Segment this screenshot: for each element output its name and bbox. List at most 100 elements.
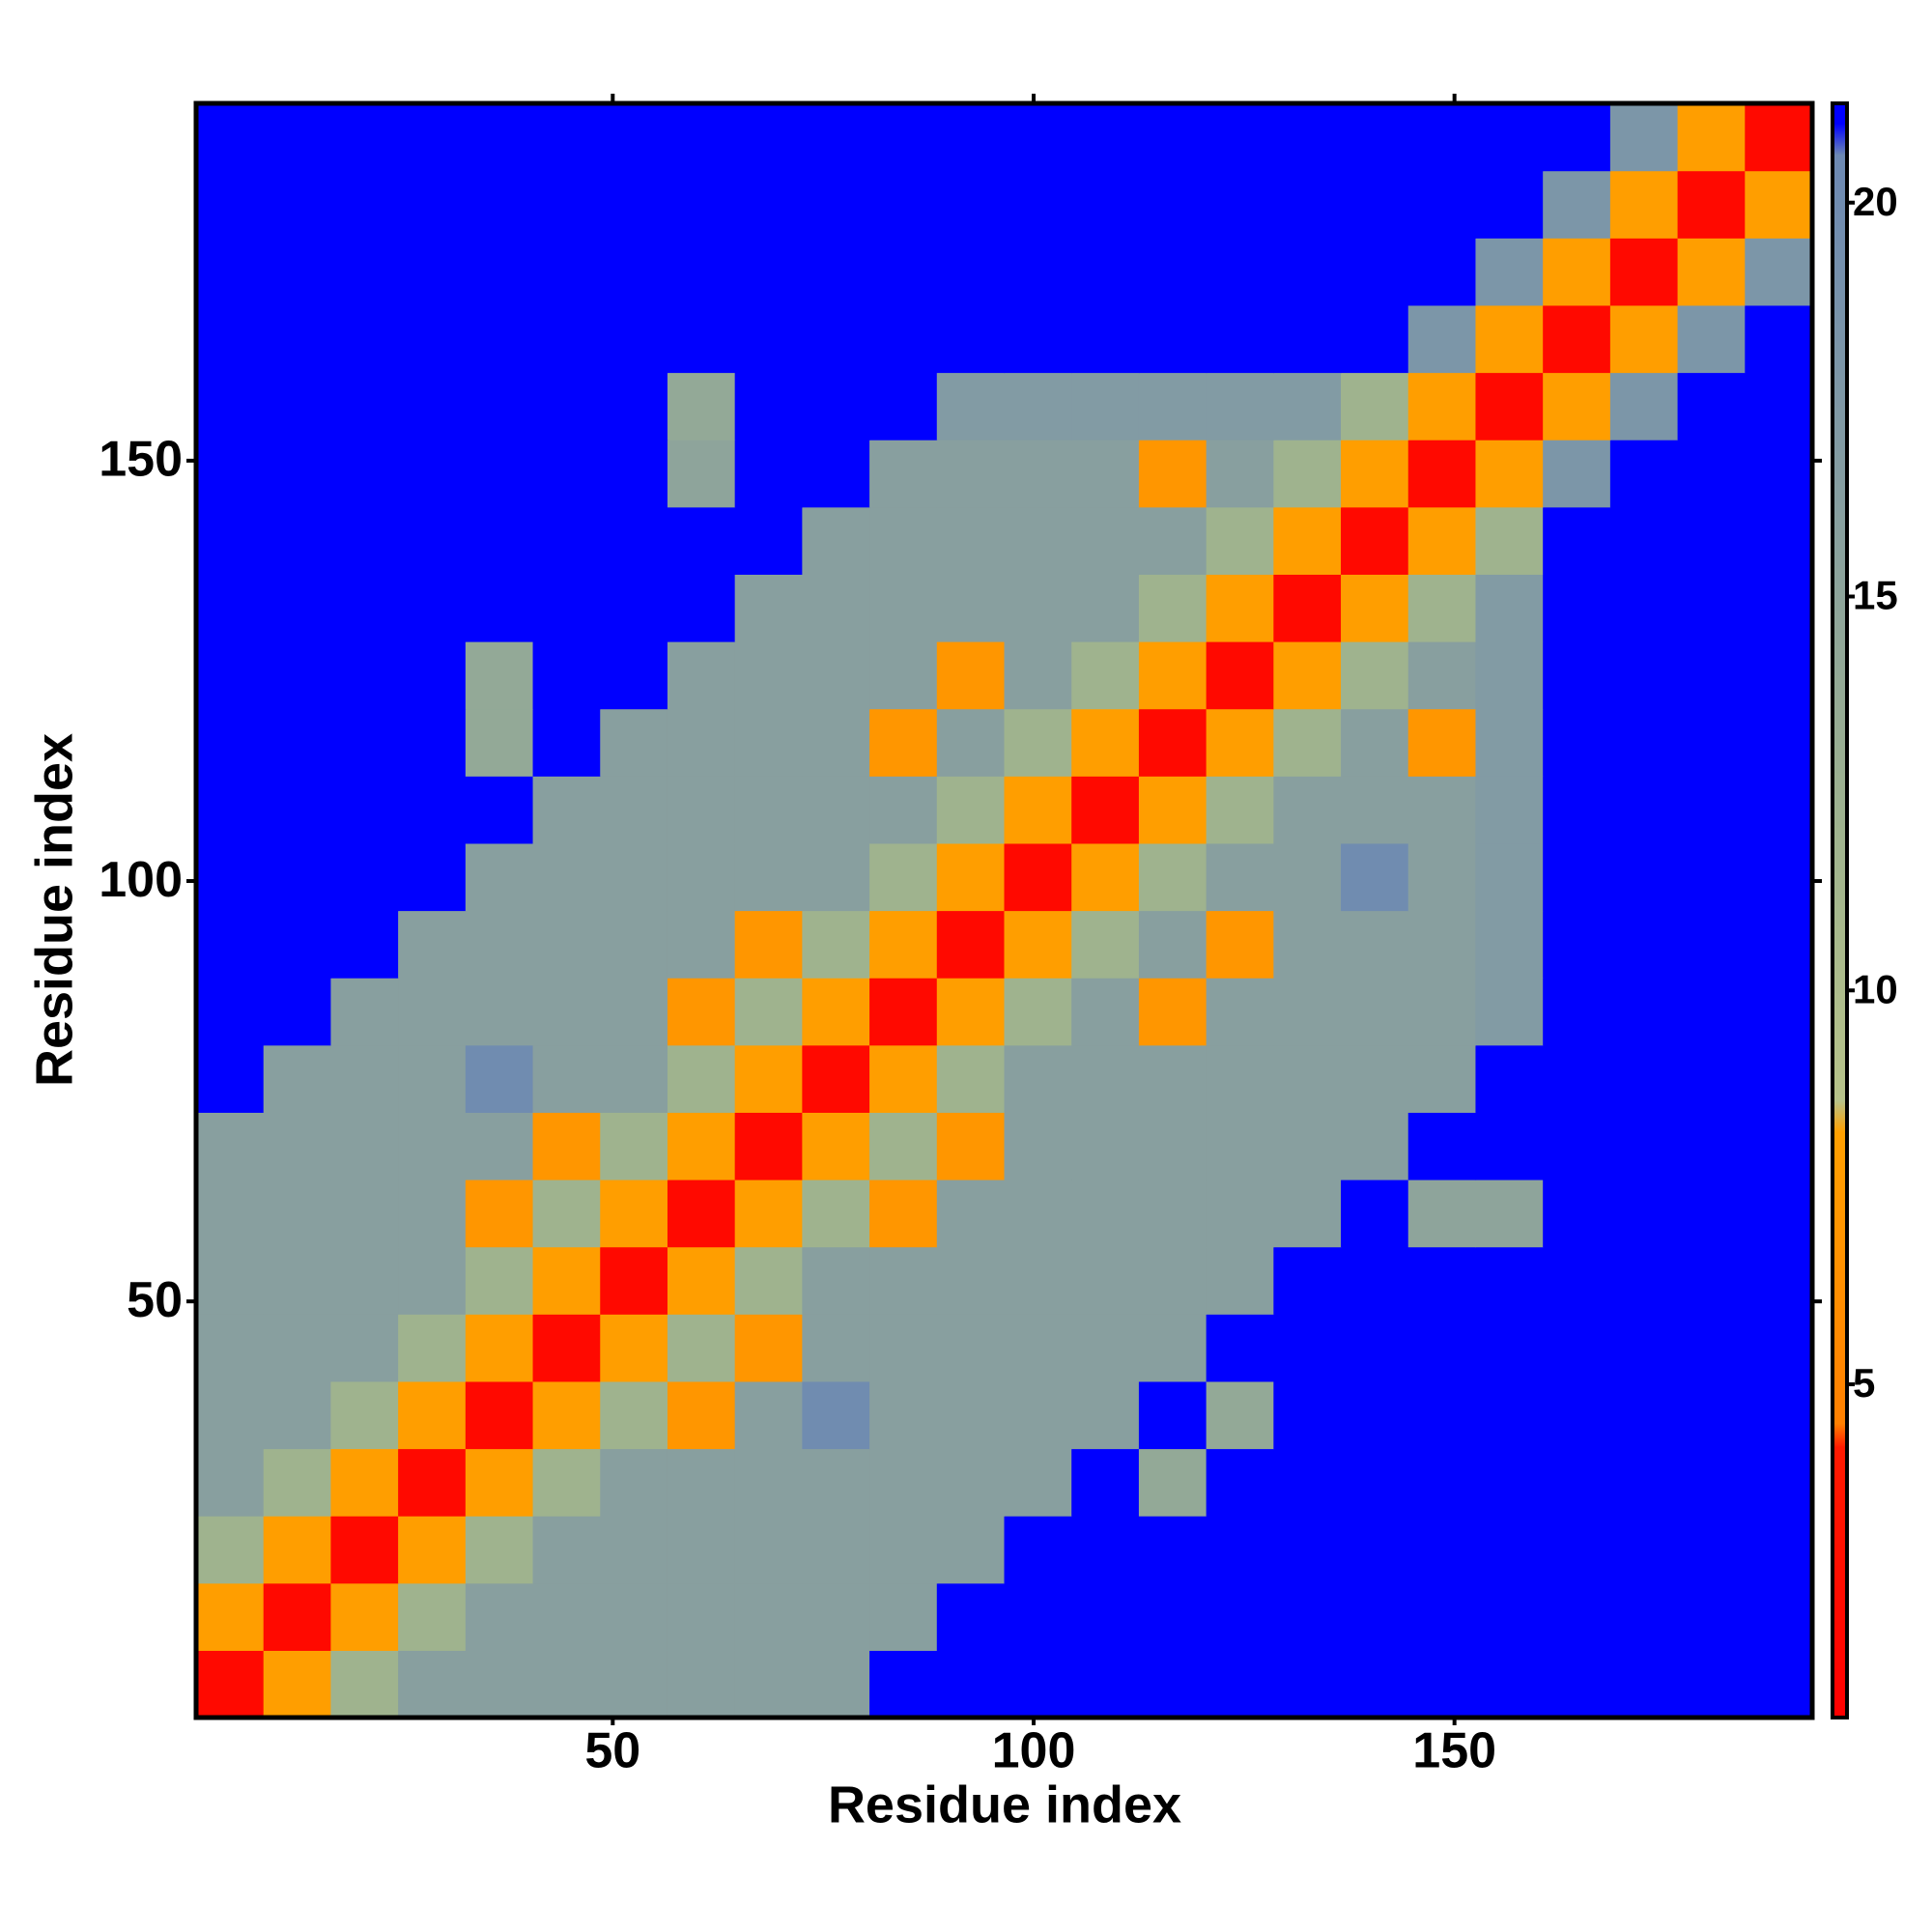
heatmap-cell xyxy=(1071,1179,1140,1248)
heatmap-cell xyxy=(1609,1179,1679,1248)
heatmap-cell xyxy=(1138,1448,1208,1517)
heatmap-cell xyxy=(734,910,803,979)
heatmap-cell xyxy=(1273,1314,1342,1382)
heatmap-cell xyxy=(330,170,399,239)
heatmap-cell xyxy=(1745,910,1813,979)
heatmap-cell xyxy=(196,978,265,1046)
heatmap-cell xyxy=(1543,103,1611,172)
heatmap-cell xyxy=(1407,978,1477,1046)
heatmap-cell xyxy=(1745,978,1813,1046)
heatmap-cell xyxy=(936,1044,1006,1113)
heatmap-cell xyxy=(802,1516,870,1584)
heatmap-cell xyxy=(196,641,265,710)
heatmap-cell xyxy=(532,776,601,844)
heatmap-cell xyxy=(532,238,601,306)
heatmap-cell xyxy=(1004,506,1072,575)
heatmap-cell xyxy=(1071,1112,1140,1180)
heatmap-cell xyxy=(330,440,399,508)
heatmap-cell xyxy=(1206,574,1274,642)
heatmap-cell xyxy=(936,170,1006,239)
colorbar-tick-label: 10 xyxy=(1853,966,1898,1011)
heatmap-cell xyxy=(1475,910,1544,979)
heatmap-cell xyxy=(936,641,1006,710)
heatmap-cell xyxy=(1677,776,1746,844)
heatmap-cell xyxy=(1609,1112,1679,1180)
heatmap-cell xyxy=(1071,440,1140,508)
heatmap-cell xyxy=(1475,1044,1544,1113)
heatmap-cell xyxy=(465,1650,534,1719)
heatmap-cell xyxy=(1138,304,1208,374)
heatmap-cell xyxy=(1341,776,1409,844)
heatmap-cell xyxy=(1543,1380,1611,1450)
heatmap-cell xyxy=(532,641,601,710)
heatmap-cell xyxy=(1206,1112,1274,1180)
heatmap-cell xyxy=(1341,506,1409,575)
heatmap-cell xyxy=(734,1448,803,1517)
heatmap-cell xyxy=(869,1380,938,1450)
heatmap-cell xyxy=(667,978,736,1046)
heatmap-cell xyxy=(1609,238,1679,306)
heatmap-cell xyxy=(1745,1314,1813,1382)
y-axis-title: Residue index xyxy=(25,733,83,1087)
heatmap-cell xyxy=(196,1179,265,1248)
heatmap-cell xyxy=(263,1112,332,1180)
heatmap-cell xyxy=(1745,238,1813,306)
heatmap-cell xyxy=(1745,1112,1813,1180)
heatmap-cell xyxy=(600,1516,668,1584)
heatmap-cell xyxy=(600,238,668,306)
heatmap-cell xyxy=(263,708,332,777)
heatmap-cell xyxy=(1206,1650,1274,1719)
heatmap-cell xyxy=(196,1112,265,1180)
heatmap-cell xyxy=(1004,978,1072,1046)
heatmap-cell xyxy=(802,978,870,1046)
heatmap-cell xyxy=(465,1516,534,1584)
heatmap-cell xyxy=(869,1582,938,1651)
heatmap-cell xyxy=(1138,641,1208,710)
heatmap-cell xyxy=(398,978,467,1046)
heatmap-cell xyxy=(1071,170,1140,239)
heatmap-cell xyxy=(1407,1112,1477,1180)
heatmap-cell xyxy=(667,238,736,306)
heatmap-cell xyxy=(869,506,938,575)
heatmap-cell xyxy=(1206,238,1274,306)
heatmap-cell xyxy=(1071,372,1140,440)
heatmap-cell xyxy=(398,304,467,374)
heatmap-cell xyxy=(1206,1179,1274,1248)
heatmap-cell xyxy=(936,574,1006,642)
heatmap-cell xyxy=(1341,1650,1409,1719)
heatmap-cell xyxy=(1677,372,1746,440)
heatmap-cell xyxy=(1475,1246,1544,1315)
heatmap-cell xyxy=(1407,1246,1477,1315)
heatmap-cell xyxy=(1138,1582,1208,1651)
heatmap-cell xyxy=(869,1179,938,1248)
heatmap-cell xyxy=(263,238,332,306)
heatmap-cell xyxy=(1543,238,1611,306)
heatmap-cell xyxy=(532,103,601,172)
heatmap-cell xyxy=(734,1380,803,1450)
heatmap-cell xyxy=(1745,1448,1813,1517)
heatmap-cell xyxy=(1138,1112,1208,1180)
heatmap-cell xyxy=(263,440,332,508)
heatmap-cell xyxy=(1677,1112,1746,1180)
heatmap-cell xyxy=(196,1044,265,1113)
heatmap-cell xyxy=(532,1179,601,1248)
heatmap-cell xyxy=(1475,506,1544,575)
heatmap-cell xyxy=(1341,170,1409,239)
heatmap-cell xyxy=(465,842,534,912)
heatmap-cell xyxy=(196,238,265,306)
colorbar xyxy=(1831,101,1849,1719)
heatmap-cell xyxy=(936,776,1006,844)
heatmap-cell xyxy=(1004,440,1072,508)
heatmap-cell xyxy=(936,1314,1006,1382)
heatmap-cell xyxy=(1341,910,1409,979)
heatmap-cell xyxy=(1004,1448,1072,1517)
heatmap-cell xyxy=(802,1044,870,1113)
y-tick-label: 50 xyxy=(127,1272,183,1328)
heatmap-cell xyxy=(1071,776,1140,844)
heatmap-cell xyxy=(1609,1448,1679,1517)
heatmap-cell xyxy=(600,506,668,575)
heatmap-cell xyxy=(1071,1516,1140,1584)
heatmap-cell xyxy=(802,1448,870,1517)
heatmap-cell xyxy=(465,1582,534,1651)
heatmap-cell xyxy=(1407,910,1477,979)
